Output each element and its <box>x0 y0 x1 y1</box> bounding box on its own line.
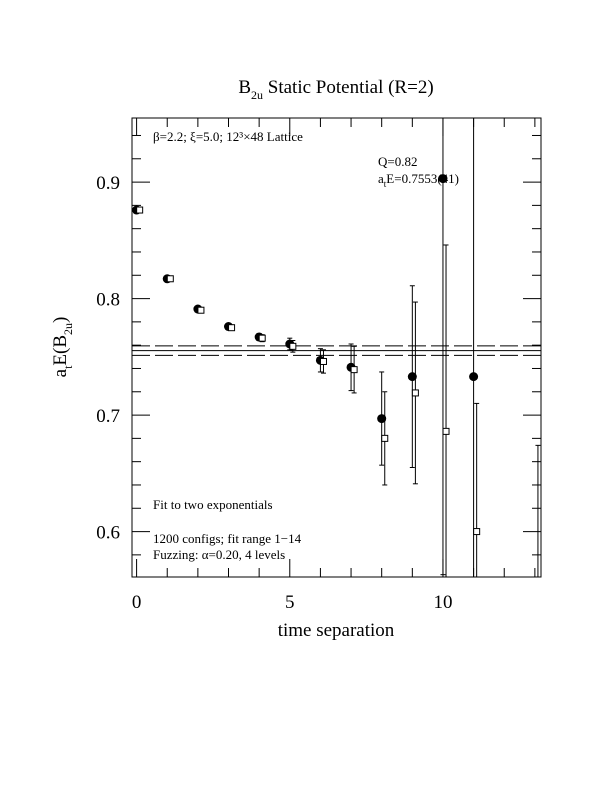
title-part: Static Potential (R=2) <box>263 77 434 98</box>
y-tick-label: 0.7 <box>96 406 120 427</box>
x-tick-label: 10 <box>433 592 452 613</box>
plot-frame <box>131 117 542 578</box>
y-label-part: ) <box>50 317 71 323</box>
point <box>535 587 541 593</box>
point <box>350 366 358 374</box>
error-bar <box>440 118 446 576</box>
point <box>377 414 387 424</box>
title-sub: 2u <box>251 88 263 102</box>
plot-area <box>132 118 541 593</box>
point <box>411 389 419 397</box>
point <box>228 324 236 332</box>
annotation: 1200 configs; fit range 1−14 <box>153 531 302 546</box>
point <box>438 174 448 184</box>
annotation: Fit to two exponentials <box>153 497 273 512</box>
annotation-part: a <box>378 171 384 186</box>
annotation: β=2.2; ξ=5.0; 12³×48 Lattice <box>153 129 303 144</box>
point <box>381 434 389 442</box>
point <box>136 206 144 214</box>
x-tick-label: 0 <box>132 592 142 613</box>
y-tick-label: 0.8 <box>96 290 120 311</box>
chart-title: B2u Static Potential (R=2) <box>238 77 433 102</box>
y-label-part: a <box>50 368 71 377</box>
point <box>166 275 174 283</box>
title-part: B <box>238 77 251 98</box>
point <box>442 427 450 435</box>
y-label-sub: 2u <box>61 323 75 335</box>
annotation-part: E=0.7553(41) <box>386 171 459 186</box>
point <box>289 342 297 350</box>
y-tick-label: 0.9 <box>96 173 120 194</box>
annotation: Fuzzing: α=0.20, 4 levels <box>153 547 285 562</box>
point <box>319 357 327 365</box>
y-label-sub: t <box>61 365 75 369</box>
x-axis-label: time separation <box>278 620 395 641</box>
annotation: Q=0.82 <box>378 154 417 169</box>
point <box>197 306 205 314</box>
point <box>258 334 266 342</box>
point <box>469 372 479 382</box>
y-axis-label: atE(B2u) <box>50 317 75 378</box>
point <box>473 528 481 536</box>
x-tick-label: 5 <box>285 592 295 613</box>
y-tick-label: 0.6 <box>96 523 120 544</box>
error-bar <box>535 444 541 577</box>
point <box>407 372 417 382</box>
annotation-sub: t <box>384 179 387 189</box>
y-label-part: E(B <box>50 335 71 366</box>
